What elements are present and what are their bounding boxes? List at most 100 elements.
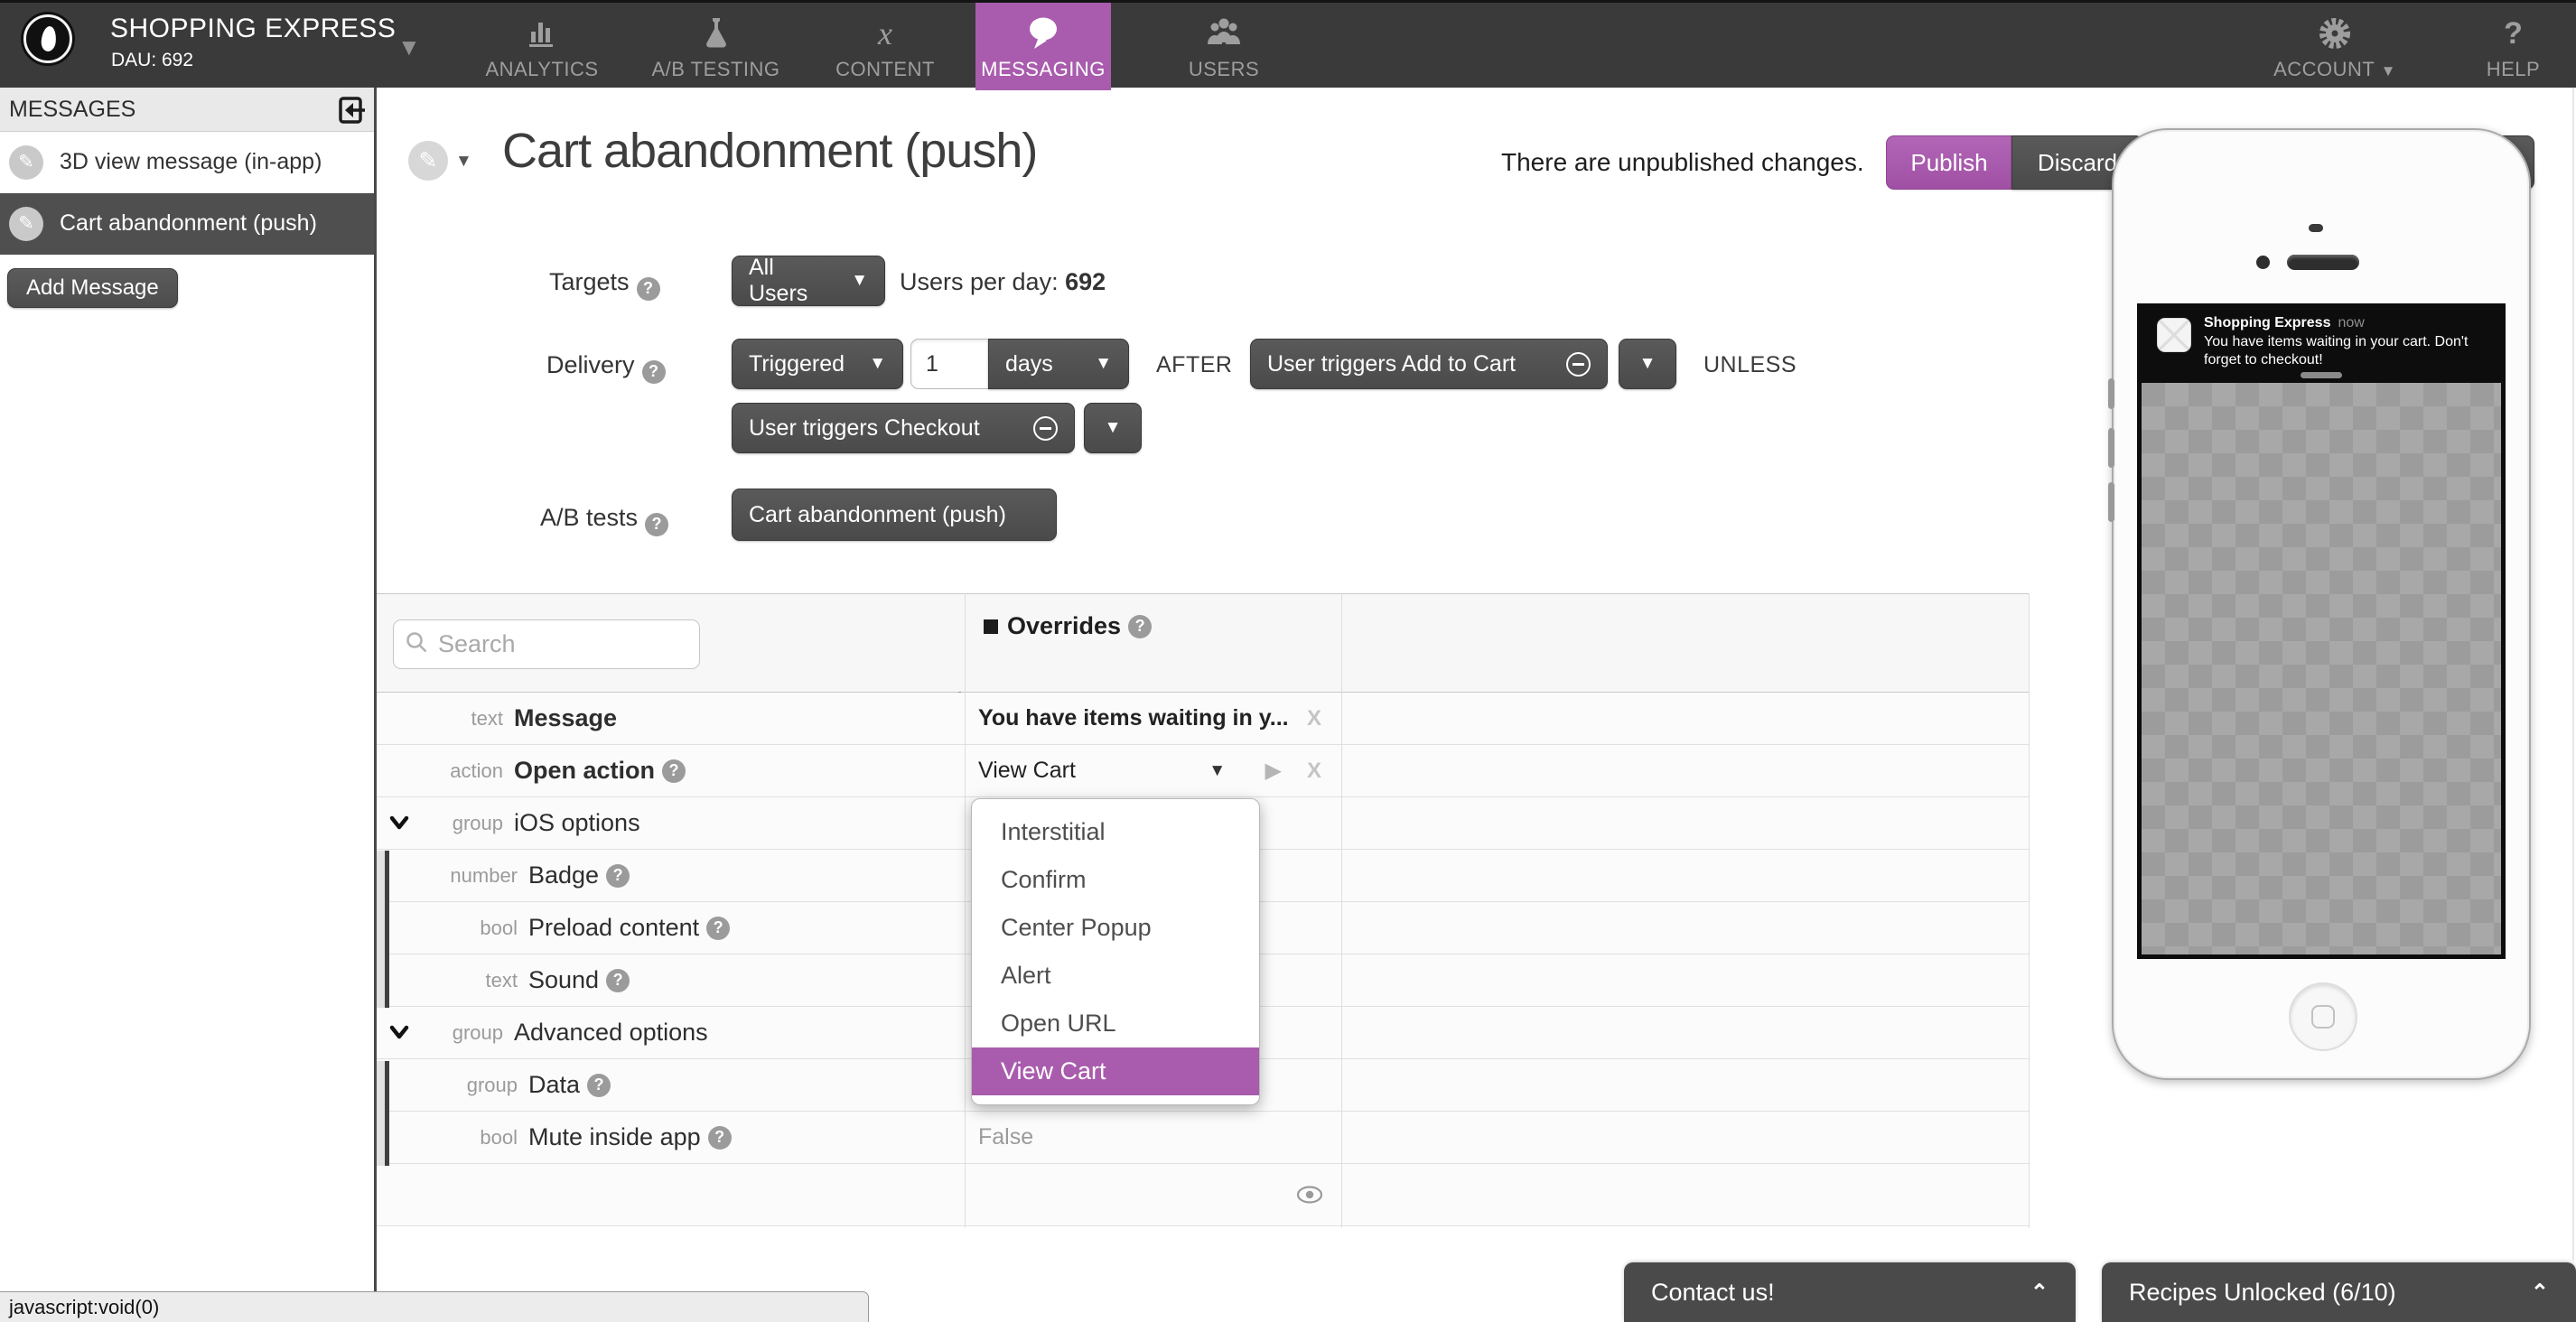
account-caret-icon: ▼	[2380, 62, 2396, 79]
unless-label: UNLESS	[1703, 352, 1797, 377]
group-indent-gutter	[377, 851, 385, 1008]
publish-button[interactable]: Publish	[1886, 135, 2011, 190]
delivery-label: Delivery?	[546, 351, 666, 384]
row-message[interactable]: text Message You have items waiting in y.…	[377, 693, 2030, 745]
trigger-add-to-cart-button[interactable]: User triggers Add to Cart	[1250, 339, 1608, 389]
sidebar-header: MESSAGES	[0, 88, 374, 132]
notification-body: You have items waiting in your cart. Don…	[2204, 334, 2469, 368]
group-indent-gutter	[377, 1061, 385, 1166]
app-name: SHOPPING EXPRESS	[110, 14, 397, 43]
contact-us-bar[interactable]: Contact us! ⌃	[1624, 1262, 2076, 1322]
dropdown-item-interstitial[interactable]: Interstitial	[1001, 818, 1106, 845]
notification-time: now	[2338, 315, 2365, 330]
targets-dropdown[interactable]: All Users ▼	[732, 255, 885, 306]
ab-test-chip-button[interactable]: Cart abandonment (push)	[732, 489, 1057, 541]
nav-content[interactable]: x CONTENT	[835, 15, 935, 80]
users-group-icon	[1204, 14, 1244, 53]
phone-home-button[interactable]	[2289, 982, 2357, 1051]
chevron-expanded-icon[interactable]	[389, 815, 416, 831]
question-mark-icon: ?	[2504, 16, 2523, 51]
recipes-unlocked-bar[interactable]: Recipes Unlocked (6/10) ⌃	[2102, 1262, 2576, 1322]
scroll-track[interactable]	[2572, 88, 2574, 1261]
transparent-checkerboard	[2142, 383, 2501, 954]
dropdown-item-view-cart[interactable]: View Cart	[972, 1047, 1259, 1095]
phone-mute-switch	[2108, 378, 2114, 409]
phone-camera	[2256, 256, 2270, 269]
app-logo[interactable]	[23, 14, 72, 63]
caret-down-icon: ▼	[851, 271, 868, 290]
open-action-help-icon[interactable]: ?	[662, 759, 686, 783]
variable-x-icon: x	[878, 15, 892, 51]
delay-value-input[interactable]	[910, 339, 988, 389]
app-switcher-caret-icon[interactable]: ▼	[397, 33, 421, 61]
collapse-panel-icon[interactable]	[336, 96, 367, 125]
dau-counter: DAU: 692	[111, 50, 194, 70]
caret-down-icon: ▼	[869, 354, 886, 373]
row-open-action[interactable]: action Open action? View Cart ▼ ▶ X	[377, 745, 2030, 797]
open-action-dropdown-menu: Interstitial Confirm Center Popup Alert …	[971, 798, 1260, 1105]
table-right-border	[2029, 593, 2030, 1228]
dropdown-item-center-popup[interactable]: Center Popup	[1001, 914, 1152, 941]
bar-chart-icon	[522, 14, 562, 53]
page-title: Cart abandonment (push)	[502, 124, 1038, 178]
caret-down-icon[interactable]: ▼	[1209, 760, 1226, 780]
iphone-preview: Shopping Express now You have items waiti…	[2108, 128, 2531, 1080]
nav-help[interactable]: ? HELP	[2461, 3, 2565, 90]
phone-screen: Shopping Express now You have items waiti…	[2137, 303, 2506, 959]
title-menu-caret-icon[interactable]: ▼	[455, 152, 472, 171]
flask-icon	[701, 14, 732, 53]
nav-analytics[interactable]: ANALYTICS	[470, 3, 614, 90]
row-mute-inside-app[interactable]: bool Mute inside app? False	[377, 1112, 2030, 1164]
pencil-icon: ✎	[9, 206, 43, 241]
home-button-square	[2311, 1005, 2335, 1029]
delivery-help-icon[interactable]: ?	[641, 359, 666, 384]
targets-help-icon[interactable]: ?	[636, 276, 660, 301]
users-per-day: Users per day: 692	[900, 268, 1106, 295]
trigger-options-caret-button[interactable]: ▼	[1619, 339, 1676, 389]
message-item-cart-abandonment[interactable]: ✎ Cart abandonment (push)	[0, 193, 374, 255]
overrides-help-icon[interactable]: ?	[1128, 614, 1153, 638]
edit-title-pencil-icon[interactable]: ✎	[408, 141, 448, 181]
sound-help-icon[interactable]: ?	[606, 968, 630, 992]
mute-help-icon[interactable]: ?	[707, 1125, 732, 1150]
notification-drag-handle[interactable]	[2301, 372, 2342, 378]
data-help-icon[interactable]: ?	[587, 1073, 611, 1097]
delay-unit-dropdown[interactable]: days ▼	[988, 339, 1129, 389]
nav-users[interactable]: USERS	[1165, 3, 1283, 90]
chevron-expanded-icon[interactable]	[389, 1025, 416, 1040]
message-item-3d-view[interactable]: ✎ 3D view message (in-app)	[0, 132, 374, 193]
preload-help-icon[interactable]: ?	[706, 916, 731, 940]
search-input[interactable]	[438, 630, 682, 658]
table-footer-row	[377, 1164, 2030, 1226]
black-square-icon	[984, 619, 998, 634]
trigger-checkout-button[interactable]: User triggers Checkout	[732, 403, 1075, 453]
dropdown-item-alert[interactable]: Alert	[1001, 962, 1051, 989]
clear-override-icon[interactable]: X	[1306, 705, 1321, 731]
dropdown-item-open-url[interactable]: Open URL	[1001, 1010, 1116, 1037]
nav-ab-testing[interactable]: A/B TESTING	[641, 3, 790, 90]
remove-trigger-icon[interactable]	[1566, 351, 1591, 377]
users-per-day-value: 692	[1065, 268, 1106, 295]
search-box[interactable]	[393, 619, 700, 669]
ab-tests-help-icon[interactable]: ?	[645, 512, 669, 536]
phone-volume-up	[2108, 428, 2114, 468]
nav-messaging[interactable]: MESSAGING	[975, 3, 1111, 90]
play-preview-icon[interactable]: ▶	[1265, 759, 1282, 783]
unpublished-notice: There are unpublished changes.	[1501, 148, 1864, 176]
dropdown-item-confirm[interactable]: Confirm	[1001, 866, 1087, 893]
clear-override-icon[interactable]: X	[1306, 758, 1321, 783]
nav-account[interactable]: ACCOUNT ▼	[2240, 3, 2430, 90]
badge-help-icon[interactable]: ?	[606, 863, 630, 888]
open-action-value: View Cart	[978, 758, 1076, 783]
phone-earpiece	[2287, 255, 2359, 270]
checkout-options-caret-button[interactable]: ▼	[1084, 403, 1142, 453]
push-notification[interactable]: Shopping Express now You have items waiti…	[2137, 303, 2506, 383]
remove-trigger-icon[interactable]	[1033, 415, 1058, 441]
delivery-mode-dropdown[interactable]: Triggered ▼	[732, 339, 903, 389]
add-message-button[interactable]: Add Message	[7, 268, 178, 308]
gear-icon	[2317, 14, 2353, 53]
notification-app-icon	[2157, 318, 2191, 352]
visibility-eye-icon[interactable]	[1296, 1186, 1323, 1204]
